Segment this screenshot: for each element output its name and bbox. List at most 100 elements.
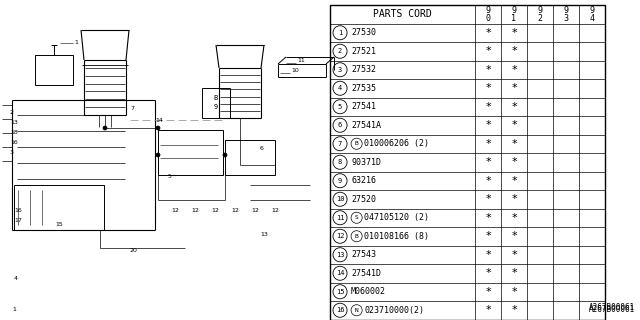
Text: 12: 12 — [171, 207, 179, 212]
Text: 13: 13 — [336, 252, 344, 258]
Text: 4: 4 — [589, 14, 595, 23]
Text: *: * — [511, 28, 517, 38]
Text: 10: 10 — [291, 68, 299, 73]
Text: 0: 0 — [486, 14, 490, 23]
Text: *: * — [511, 231, 517, 241]
Text: *: * — [511, 83, 517, 93]
Text: 9: 9 — [563, 6, 568, 15]
Text: 9: 9 — [589, 6, 595, 15]
Text: 5: 5 — [168, 173, 172, 179]
Text: *: * — [511, 65, 517, 75]
Text: 12: 12 — [191, 207, 199, 212]
Text: 15: 15 — [336, 289, 344, 295]
Text: *: * — [511, 102, 517, 112]
Text: 16: 16 — [10, 140, 18, 145]
Text: *: * — [485, 231, 491, 241]
Text: *: * — [485, 28, 491, 38]
Text: 047105120 (2): 047105120 (2) — [364, 213, 429, 222]
Text: *: * — [511, 250, 517, 260]
Text: *: * — [485, 176, 491, 186]
Text: 3: 3 — [10, 149, 14, 155]
Text: 010108166 (8): 010108166 (8) — [364, 232, 429, 241]
Text: *: * — [511, 194, 517, 204]
Bar — [225, 140, 275, 175]
Text: *: * — [511, 213, 517, 223]
Text: 90371D: 90371D — [351, 158, 381, 167]
Text: 16: 16 — [14, 207, 22, 212]
Text: 27541: 27541 — [351, 102, 376, 111]
Bar — [330, 5, 605, 319]
Text: *: * — [511, 305, 517, 315]
Text: 27541D: 27541D — [351, 269, 381, 278]
Text: 10: 10 — [336, 196, 344, 202]
Text: 17: 17 — [14, 218, 22, 222]
Bar — [35, 55, 73, 85]
Circle shape — [156, 126, 160, 130]
Text: 27530: 27530 — [351, 28, 376, 37]
Text: 20: 20 — [130, 247, 138, 252]
Text: *: * — [485, 194, 491, 204]
Text: *: * — [485, 139, 491, 149]
Text: *: * — [485, 83, 491, 93]
Circle shape — [156, 153, 160, 157]
Circle shape — [103, 126, 107, 130]
Text: *: * — [485, 250, 491, 260]
Text: 9: 9 — [511, 6, 516, 15]
Text: 27543: 27543 — [351, 250, 376, 259]
Text: 1: 1 — [338, 30, 342, 36]
Text: 11: 11 — [297, 58, 305, 62]
Text: *: * — [511, 176, 517, 186]
Text: 9: 9 — [214, 104, 218, 110]
Text: 27520: 27520 — [351, 195, 376, 204]
Text: 3: 3 — [338, 67, 342, 73]
Text: 1: 1 — [511, 14, 516, 23]
Text: *: * — [511, 268, 517, 278]
Text: 023710000(2): 023710000(2) — [364, 306, 424, 315]
Text: A267B00061: A267B00061 — [589, 303, 635, 312]
Text: A267B00061: A267B00061 — [589, 305, 635, 314]
Text: 3: 3 — [563, 14, 568, 23]
Text: 63216: 63216 — [351, 176, 376, 185]
Bar — [14, 185, 104, 230]
Text: 13: 13 — [260, 233, 268, 237]
Text: B: B — [355, 141, 358, 146]
Text: B: B — [214, 95, 218, 101]
Text: *: * — [485, 102, 491, 112]
Text: N: N — [355, 308, 358, 313]
Text: 27541A: 27541A — [351, 121, 381, 130]
Text: S: S — [355, 215, 358, 220]
Text: 16: 16 — [336, 307, 344, 313]
Text: 15: 15 — [55, 222, 63, 228]
Text: 9: 9 — [338, 178, 342, 184]
Text: 27521: 27521 — [351, 47, 376, 56]
Text: 14: 14 — [336, 270, 344, 276]
Bar — [158, 130, 223, 175]
Text: B: B — [355, 234, 358, 239]
Text: *: * — [485, 120, 491, 130]
Text: 12: 12 — [271, 207, 279, 212]
Text: *: * — [485, 46, 491, 56]
Text: *: * — [511, 139, 517, 149]
Text: 7: 7 — [130, 106, 134, 110]
Text: 6: 6 — [260, 146, 264, 150]
Text: 12: 12 — [211, 207, 219, 212]
Text: 1: 1 — [12, 307, 16, 312]
Text: 1: 1 — [74, 41, 78, 45]
Text: *: * — [485, 287, 491, 297]
Text: *: * — [485, 268, 491, 278]
Text: PARTS CORD: PARTS CORD — [373, 9, 432, 19]
Text: M060002: M060002 — [351, 287, 386, 296]
Text: 12: 12 — [231, 207, 239, 212]
Text: *: * — [485, 157, 491, 167]
Text: *: * — [511, 157, 517, 167]
Text: 27532: 27532 — [351, 65, 376, 74]
Text: 7: 7 — [338, 141, 342, 147]
Text: 6: 6 — [338, 122, 342, 128]
Text: 2: 2 — [10, 109, 14, 115]
Text: *: * — [511, 46, 517, 56]
Text: 9: 9 — [538, 6, 543, 15]
Text: 27535: 27535 — [351, 84, 376, 93]
Text: 2: 2 — [338, 48, 342, 54]
Text: 11: 11 — [336, 215, 344, 221]
Text: *: * — [485, 305, 491, 315]
